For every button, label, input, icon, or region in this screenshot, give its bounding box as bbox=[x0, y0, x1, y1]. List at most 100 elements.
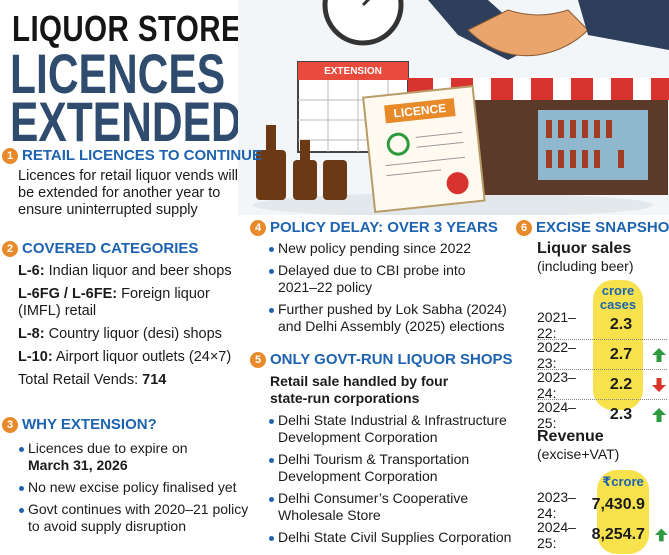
section-number: 3 bbox=[2, 416, 18, 433]
table-row: 2023–24: 7,430.9 bbox=[537, 489, 669, 521]
calendar-label: EXTENSION bbox=[324, 66, 382, 77]
highlight bbox=[593, 280, 643, 410]
section-heading: 6 EXCISE SNAPSHOT bbox=[516, 219, 669, 236]
value: 2.2 bbox=[609, 375, 633, 393]
section-number: 5 bbox=[250, 351, 266, 368]
trend-arrow bbox=[652, 407, 666, 422]
section-heading: 4 POLICY DELAY: OVER 3 YEARS bbox=[250, 219, 498, 236]
heading-text: RETAIL LICENCES TO CONTINUE bbox=[22, 147, 263, 164]
trend-arrow bbox=[655, 528, 669, 542]
category-code: L-10: bbox=[18, 349, 53, 365]
bullet-text: Govt continues with 2020–21 policy to av… bbox=[28, 501, 249, 534]
value: 8,254.7 bbox=[591, 526, 645, 543]
category-item: L-6FG / L-6FE: Foreign liquor (IMFL) ret… bbox=[18, 286, 246, 320]
table-row: 2022–23: 2.7 bbox=[537, 338, 667, 371]
category-code: L-8: bbox=[18, 326, 45, 342]
heading-text: POLICY DELAY: OVER 3 YEARS bbox=[270, 219, 498, 236]
bullet: Delhi State Civil Supplies Corporation bbox=[268, 529, 514, 546]
shelf-bottles bbox=[546, 120, 624, 168]
section-heading: 3 WHY EXTENSION? bbox=[2, 416, 157, 433]
block-subtitle: (including beer) bbox=[537, 258, 634, 274]
year: 2023–24: bbox=[537, 368, 576, 401]
bottles bbox=[256, 125, 347, 200]
clock-hand bbox=[361, 0, 371, 7]
revenue-table: 2023–24: 7,430.9 2024–25: 8,254.7 bbox=[537, 489, 669, 551]
trend-arrow bbox=[651, 317, 667, 333]
subheading: Retail sale handled by four state-run co… bbox=[270, 373, 449, 406]
clock bbox=[322, 0, 404, 46]
bullet: Delayed due to CBI probe into 2021–22 po… bbox=[268, 262, 508, 296]
total-item: Total Retail Vends: 714 bbox=[18, 372, 246, 389]
arrow-shape bbox=[652, 377, 666, 392]
bullet: New policy pending since 2022 bbox=[268, 240, 508, 257]
sleeve bbox=[578, 0, 669, 50]
section-number: 1 bbox=[2, 147, 18, 164]
table-row: 2021–22: 2.3 bbox=[537, 308, 667, 341]
table-row: 2024–25: 8,254.7 bbox=[537, 519, 669, 551]
category-item: L-10: Airport liquor outlets (24×7) bbox=[18, 349, 246, 366]
total-value: 714 bbox=[142, 372, 167, 388]
block-title: Liquor sales bbox=[537, 240, 632, 257]
year: 2023–24: bbox=[537, 489, 576, 521]
bullet: Delhi Consumer’s Cooperative Wholesale S… bbox=[268, 490, 514, 524]
bullet: Licences due to expire on March 31, 2026 bbox=[18, 440, 250, 474]
category-text: Country liquor (desi) shops bbox=[48, 326, 222, 342]
title-line: LICENCES bbox=[10, 42, 226, 105]
bullet-text: Licences due to expire on bbox=[28, 440, 188, 456]
value: 2.3 bbox=[609, 315, 633, 333]
category-text: Airport liquor outlets (24×7) bbox=[55, 349, 232, 365]
heading-text: COVERED CATEGORIES bbox=[22, 240, 199, 257]
heading-text: ONLY GOVT-RUN LIQUOR SHOPS bbox=[270, 351, 513, 368]
section-heading: 2 COVERED CATEGORIES bbox=[2, 240, 198, 257]
arrow-shape bbox=[655, 528, 669, 542]
category-code: L-6: bbox=[18, 263, 45, 279]
calendar-top bbox=[298, 62, 408, 80]
section-number: 4 bbox=[250, 219, 266, 236]
bullet: Further pushed by Lok Sabha (2024) and D… bbox=[268, 301, 508, 335]
total-label: Total Retail Vends: bbox=[18, 372, 139, 388]
section-number: 6 bbox=[516, 219, 532, 236]
illustration: EXTENSION LICENCE bbox=[238, 0, 669, 215]
section-number: 2 bbox=[2, 240, 18, 257]
document-label: LICENCE bbox=[393, 101, 447, 120]
title-line: EXTENDED bbox=[10, 90, 242, 153]
paragraph: Licences for retail liquor vends will be… bbox=[18, 168, 239, 218]
handshake bbox=[467, 9, 589, 57]
year: 2022–23: bbox=[537, 338, 576, 371]
section-heading: 5 ONLY GOVT-RUN LIQUOR SHOPS bbox=[250, 351, 513, 368]
year: 2024–25: bbox=[537, 519, 576, 551]
highlight bbox=[597, 470, 649, 554]
block-subtitle: (excise+VAT) bbox=[537, 446, 620, 462]
bullet-list: Licences due to expire on March 31, 2026 N… bbox=[18, 440, 250, 540]
title-line: LIQUOR STORE bbox=[12, 8, 242, 49]
bullet-list: New policy pending since 2022 Delayed due… bbox=[268, 240, 508, 340]
arrow-shape bbox=[652, 347, 666, 362]
trend-arrow bbox=[652, 377, 666, 392]
category-list: L-6: Indian liquor and beer shops L-6FG /… bbox=[18, 263, 246, 395]
category-text: Indian liquor and beer shops bbox=[48, 263, 232, 279]
category-item: L-8: Country liquor (desi) shops bbox=[18, 326, 246, 343]
unit: ₹crore bbox=[602, 474, 644, 489]
bullet-text: No new excise policy finalised yet bbox=[28, 479, 237, 495]
value: 2.3 bbox=[609, 405, 633, 423]
category-text: Foreign liquor (IMFL) retail bbox=[18, 286, 210, 319]
value: 7,430.9 bbox=[591, 496, 645, 513]
trend-arrow bbox=[654, 497, 669, 513]
bullet: Delhi State Industrial & Infrastructure … bbox=[268, 412, 514, 446]
bullet: No new excise policy finalised yet bbox=[18, 479, 250, 496]
licence-document: LICENCE bbox=[362, 84, 486, 214]
store-window bbox=[538, 110, 648, 180]
category-item: L-6: Indian liquor and beer shops bbox=[18, 263, 246, 280]
table-row: 2023–24: 2.2 bbox=[537, 368, 667, 401]
trend-arrow bbox=[652, 347, 666, 362]
bullet: Delhi Tourism & Transportation Developme… bbox=[268, 451, 514, 485]
sales-table: 2021–22: 2.3 2022–23: 2.7 2023–24: 2.2 2024–25… bbox=[537, 308, 667, 431]
year: 2021–22: bbox=[537, 308, 576, 341]
arrow-shape bbox=[652, 407, 666, 422]
bullet-list: Delhi State Industrial & Infrastructure … bbox=[268, 412, 514, 551]
heading-text: WHY EXTENSION? bbox=[22, 416, 157, 433]
bullet: Govt continues with 2020–21 policy to av… bbox=[18, 501, 250, 535]
table-row: 2024–25: 2.3 bbox=[537, 399, 667, 431]
section-heading: 1 RETAIL LICENCES TO CONTINUE bbox=[2, 147, 262, 164]
